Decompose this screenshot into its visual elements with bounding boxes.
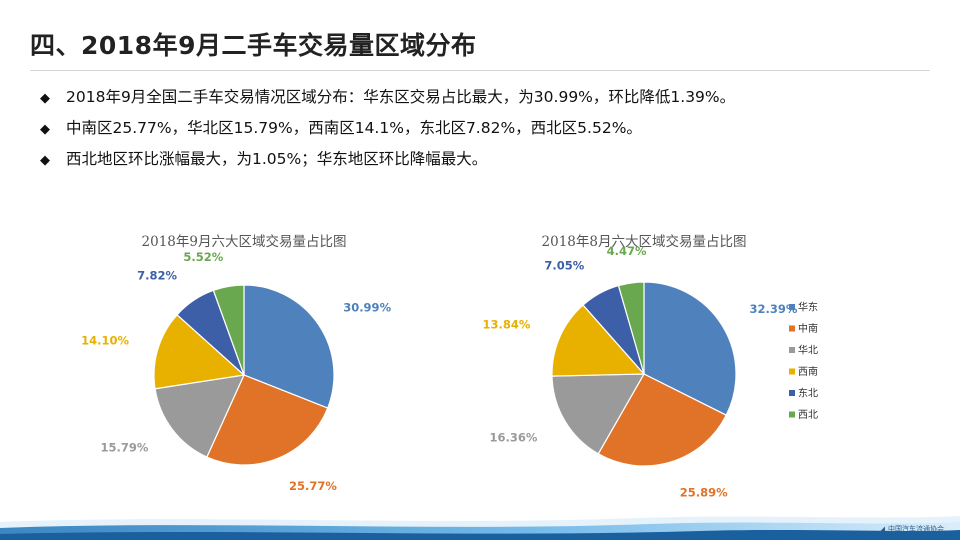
pie-slice	[643, 281, 737, 417]
chart-title: 2018年8月六大区域交易量占比图	[542, 233, 747, 250]
pie-slice	[617, 281, 645, 375]
bullet-item: ◆ 西北地区环比涨幅最大，为1.05%；华东地区环比降幅最大。	[40, 148, 940, 179]
summary-bullets: ◆ 2018年9月全国二手车交易情况区域分布：华东区交易占比最大，为30.99%，…	[40, 86, 940, 179]
bullet-text: 中南区25.77%，华北区15.79%，西南区14.1%，东北区7.82%，西北…	[66, 119, 642, 137]
legend-label: 中南	[798, 322, 818, 335]
diamond-bullet-icon: ◆	[40, 91, 50, 106]
legend-swatch	[789, 368, 795, 375]
bullet-text: 2018年9月全国二手车交易情况区域分布：华东区交易占比最大，为30.99%，环…	[66, 88, 736, 106]
bullet-item: ◆ 2018年9月全国二手车交易情况区域分布：华东区交易占比最大，为30.99%，…	[40, 86, 940, 117]
data-label: 25.89%	[680, 486, 728, 500]
legend-label: 华北	[798, 344, 818, 357]
legend-label: 西北	[798, 409, 818, 421]
legend-label: 西南	[798, 365, 818, 378]
legend-swatch	[789, 304, 795, 310]
data-label: 4.47%	[607, 244, 647, 258]
pie-slice	[243, 284, 335, 409]
data-label: 7.05%	[544, 258, 584, 272]
chart-title: 2018年9月六大区域交易量占比图	[142, 233, 347, 250]
page-title: 四、2018年9月二手车交易量区域分布	[30, 31, 477, 60]
data-label: 13.84%	[482, 317, 530, 331]
legend-label: 华东	[798, 301, 818, 314]
data-label: 14.10%	[81, 334, 129, 348]
bullet-item: ◆ 中南区25.77%，华北区15.79%，西南区14.1%，东北区7.82%，西…	[40, 117, 940, 148]
data-label: 7.82%	[137, 269, 177, 283]
bottom-wave-decoration	[0, 516, 960, 540]
legend-swatch	[789, 347, 795, 353]
legend-label: 东北	[798, 387, 818, 400]
legend-swatch	[789, 325, 795, 332]
data-label: 32.39%	[750, 302, 798, 316]
data-label: 16.36%	[489, 430, 537, 444]
logo-text: 中国汽车流通协会	[888, 525, 944, 533]
diamond-bullet-icon: ◆	[40, 153, 50, 168]
pie-slice	[153, 313, 246, 390]
pie-slice	[597, 373, 728, 467]
pie-slice	[212, 284, 245, 376]
data-label: 15.79%	[100, 441, 148, 455]
title-divider	[30, 70, 930, 71]
car-logo-icon: ◢	[879, 525, 885, 533]
data-label: 5.52%	[183, 250, 223, 264]
legend-swatch	[789, 411, 795, 418]
data-label: 30.99%	[343, 301, 391, 315]
data-label: 25.77%	[289, 479, 337, 493]
legend-swatch	[789, 390, 795, 396]
association-logo: ◢ 中国汽车流通协会	[880, 524, 944, 534]
pie-slice	[206, 374, 329, 466]
diamond-bullet-icon: ◆	[40, 122, 50, 137]
pie-slice	[551, 373, 646, 455]
bullet-text: 西北地区环比涨幅最大，为1.05%；华东地区环比降幅最大。	[66, 150, 488, 168]
pie-slice	[154, 374, 246, 458]
pie-slice	[551, 304, 646, 377]
